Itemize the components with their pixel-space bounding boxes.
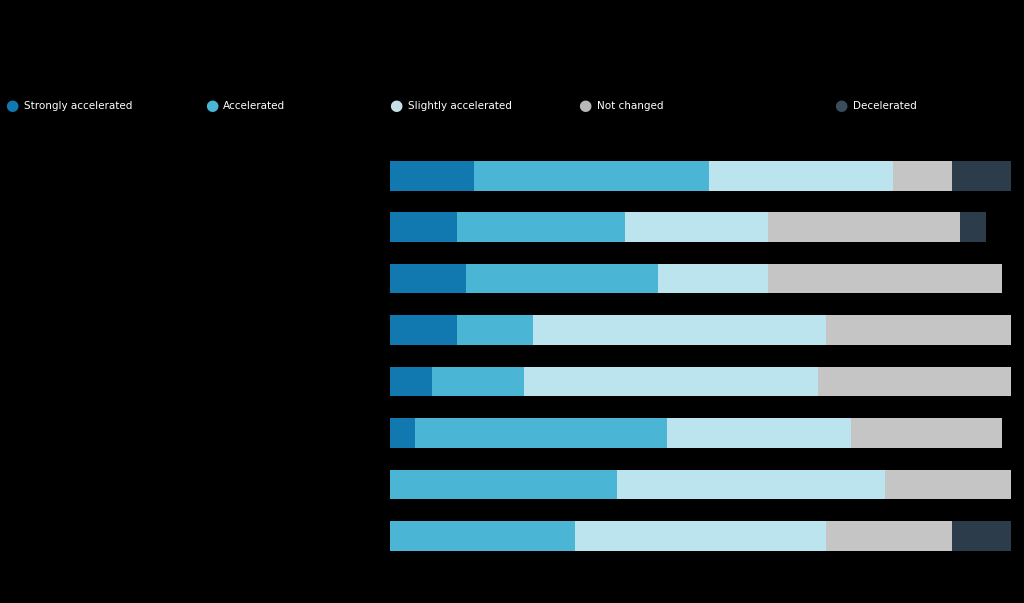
Text: Not changed: Not changed [597,101,664,110]
Bar [826,315,1011,345]
Bar [390,212,458,242]
Bar [826,521,952,551]
Bar [466,264,658,294]
Bar [532,315,826,345]
Bar [390,470,616,499]
Bar [616,470,885,499]
Bar [390,264,466,294]
Bar [432,367,524,396]
Text: ●: ● [205,98,218,113]
Text: Strongly accelerated: Strongly accelerated [24,101,132,110]
Bar [851,418,1002,448]
Bar [709,160,893,191]
Text: ●: ● [835,98,848,113]
Text: ●: ● [389,98,402,113]
Bar [768,212,961,242]
Bar [524,367,818,396]
Bar [952,160,1011,191]
Text: Slightly accelerated: Slightly accelerated [408,101,511,110]
Bar [961,212,985,242]
Bar [952,521,1011,551]
Bar [885,470,1011,499]
Bar [667,418,851,448]
Bar [768,264,1002,294]
Bar [416,418,667,448]
Bar [390,418,416,448]
Bar [390,160,474,191]
Bar [818,367,1011,396]
Bar [474,160,709,191]
Bar [658,264,768,294]
Bar [893,160,952,191]
Text: Accelerated: Accelerated [223,101,286,110]
Bar [458,315,532,345]
Text: ●: ● [579,98,592,113]
Bar [390,367,432,396]
Text: Decelerated: Decelerated [853,101,916,110]
Bar [390,315,458,345]
Bar [625,212,768,242]
Bar [574,521,826,551]
Text: ●: ● [5,98,18,113]
Bar [458,212,625,242]
Bar [390,521,574,551]
